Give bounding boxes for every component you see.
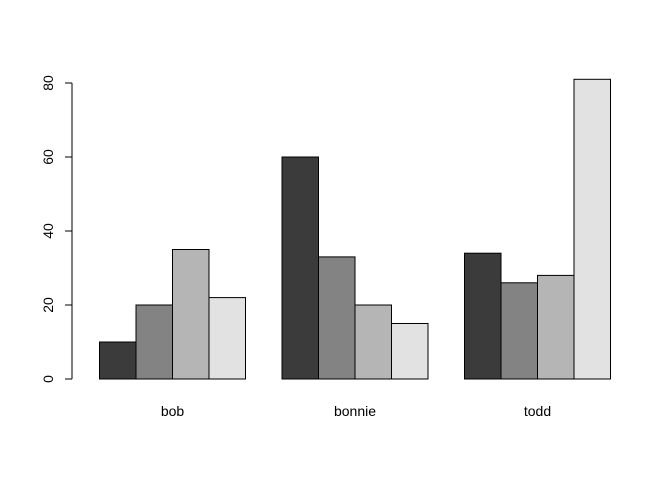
bar-bonnie-4	[391, 323, 429, 380]
y-tick-label-80: 80	[40, 75, 56, 91]
bar-bob-4	[208, 297, 246, 380]
bar-todd-1	[464, 252, 502, 380]
y-tick-label-60: 60	[40, 149, 56, 165]
y-axis: 0 20 40 60 80	[40, 75, 73, 383]
y-tick-label-0: 0	[40, 375, 56, 383]
bar-bonnie-3	[354, 304, 392, 380]
bar-bonnie-2	[318, 256, 356, 380]
bar-bonnie-1	[281, 156, 319, 380]
y-tick-label-40: 40	[40, 223, 56, 239]
bar-todd-3	[537, 274, 575, 380]
bar-bob-1	[99, 341, 137, 380]
x-tick-label-todd: todd	[524, 403, 551, 419]
bar-bob-3	[172, 249, 210, 380]
y-tick-label-20: 20	[40, 297, 56, 313]
bar-todd-2	[500, 282, 538, 380]
bar-bob-2	[135, 304, 173, 380]
bar-todd-4	[573, 78, 611, 380]
x-category-labels: bob bonnie todd	[161, 403, 551, 419]
x-tick-label-bob: bob	[161, 403, 185, 419]
bars-layer	[99, 78, 611, 380]
x-tick-label-bonnie: bonnie	[334, 403, 376, 419]
